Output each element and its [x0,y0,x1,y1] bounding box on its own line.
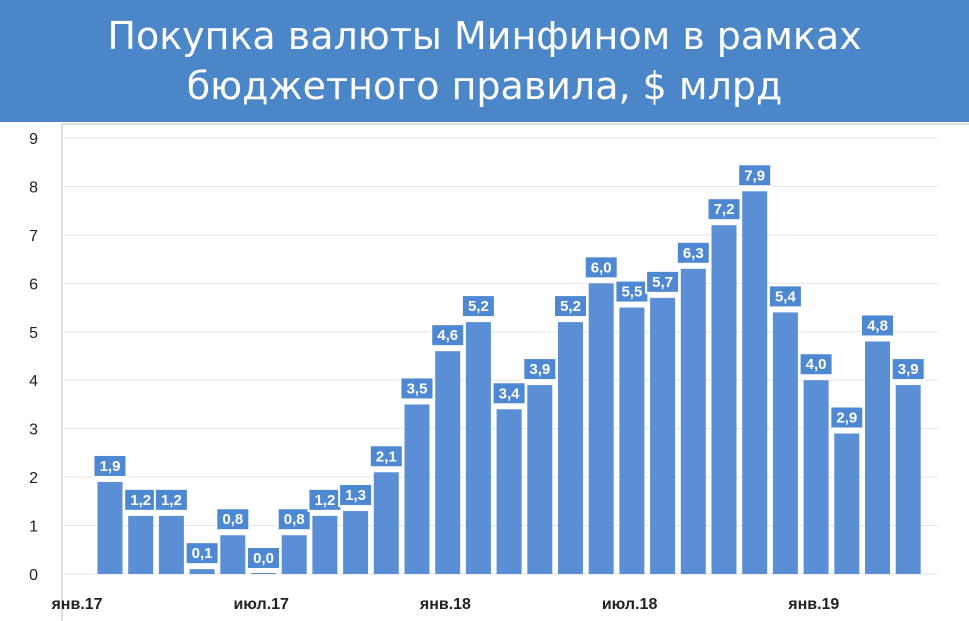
bar [189,569,215,574]
bar [865,341,890,574]
data-label-box [767,284,803,309]
data-label-box [368,444,404,469]
y-tick-label: 1 [29,519,38,536]
bar [558,322,583,574]
data-label: 1,2 [130,492,151,509]
data-label: 3,5 [407,380,428,397]
bar [650,297,676,574]
data-label: 4,8 [867,317,888,334]
bar [711,225,737,574]
y-tick-label: 0 [29,567,38,584]
y-tick-label: 9 [29,131,38,148]
x-tick-label: янв.18 [419,596,471,613]
y-tick-label: 4 [29,373,38,390]
data-label: 0,8 [222,511,243,528]
data-label: 3,9 [529,361,550,378]
bar [251,573,276,574]
bar [588,283,614,574]
data-label-box [184,541,220,566]
data-label-box [553,294,588,319]
bar [404,404,430,574]
x-tick-label: июл.17 [233,596,289,613]
data-label: 5,2 [468,298,489,315]
bar [895,385,921,574]
data-label-box [276,507,312,532]
chart-title-line-1: Покупка валюты Минфином в рамках [107,14,862,58]
data-label: 1,9 [100,458,121,475]
title-bar: Покупка валюты Минфином в рамках бюджетн… [0,0,969,122]
data-label: 6,0 [591,259,612,276]
y-tick-label: 3 [29,422,38,439]
y-tick-label: 5 [29,325,38,342]
data-label-box [737,163,773,188]
data-label-box [522,357,558,382]
chart-title-line-2: бюджетного правила, $ млрд [186,64,783,108]
data-label: 5,4 [775,288,797,305]
data-label: 2,9 [836,410,857,427]
x-tick-label: янв.19 [787,596,839,613]
bar [128,515,154,574]
data-label: 6,3 [683,245,704,262]
bar [680,268,706,574]
bar [281,535,307,574]
bar-chart: 0 1 2 3 4 5 6 7 8 9 1,9 1,2 1,2 0,1 0,8 0,0 0,8 1,2 1,3 2,1… [29,123,969,621]
data-label: 5,2 [560,298,581,315]
bar [834,433,860,574]
y-tick-label: 7 [29,228,38,245]
bar [742,191,768,574]
bar [465,322,491,574]
data-label-box [890,357,926,382]
data-label-box [153,487,189,512]
bar [343,511,369,574]
data-label: 4,6 [437,327,458,344]
y-tick-label: 2 [29,470,38,487]
data-label-box [215,507,251,532]
data-label: 7,2 [714,201,735,218]
bar [803,380,829,574]
data-label: 4,0 [806,356,827,373]
bar [312,515,338,574]
bar [97,481,123,574]
bar [158,515,184,574]
data-label-box [798,352,834,377]
data-label: 5,5 [621,284,642,301]
chart-area: 0 1 2 3 4 5 6 7 8 9 1,9 1,2 1,2 0,1 0,8 0,0 0,8 1,2 1,3 2,1… [0,122,969,621]
bar [373,472,399,574]
data-label-box [706,197,742,222]
data-label: 0,1 [192,545,213,562]
data-label-box [430,323,466,348]
data-label: 0,0 [253,550,274,567]
data-label-box [583,255,619,280]
data-label-box [645,269,681,294]
data-label-box [246,546,281,570]
data-label-box [829,405,865,430]
bar [496,409,522,574]
data-label-box [860,313,895,338]
data-label: 7,9 [744,167,765,184]
data-label-box [92,453,128,478]
data-label: 1,2 [161,492,182,509]
data-label: 0,8 [284,511,305,528]
data-label: 2,1 [376,448,397,465]
bar [527,385,553,574]
y-tick-label: 8 [29,179,38,196]
y-tick-label: 6 [29,276,38,293]
data-label: 1,3 [345,487,366,504]
x-tick-label: янв.17 [50,596,102,613]
data-label-box [338,483,374,508]
data-label-box [675,240,711,265]
data-label-box [460,294,496,319]
data-label-box [399,376,435,401]
data-label: 3,9 [898,361,919,378]
data-label: 5,7 [652,274,673,291]
data-label: 3,4 [499,385,521,402]
bar [772,312,798,574]
bar [435,351,461,574]
bar [220,535,246,574]
x-tick-label: июл.18 [602,596,658,613]
bar [619,307,645,574]
data-label-box [491,381,527,406]
data-label: 1,2 [314,492,335,509]
